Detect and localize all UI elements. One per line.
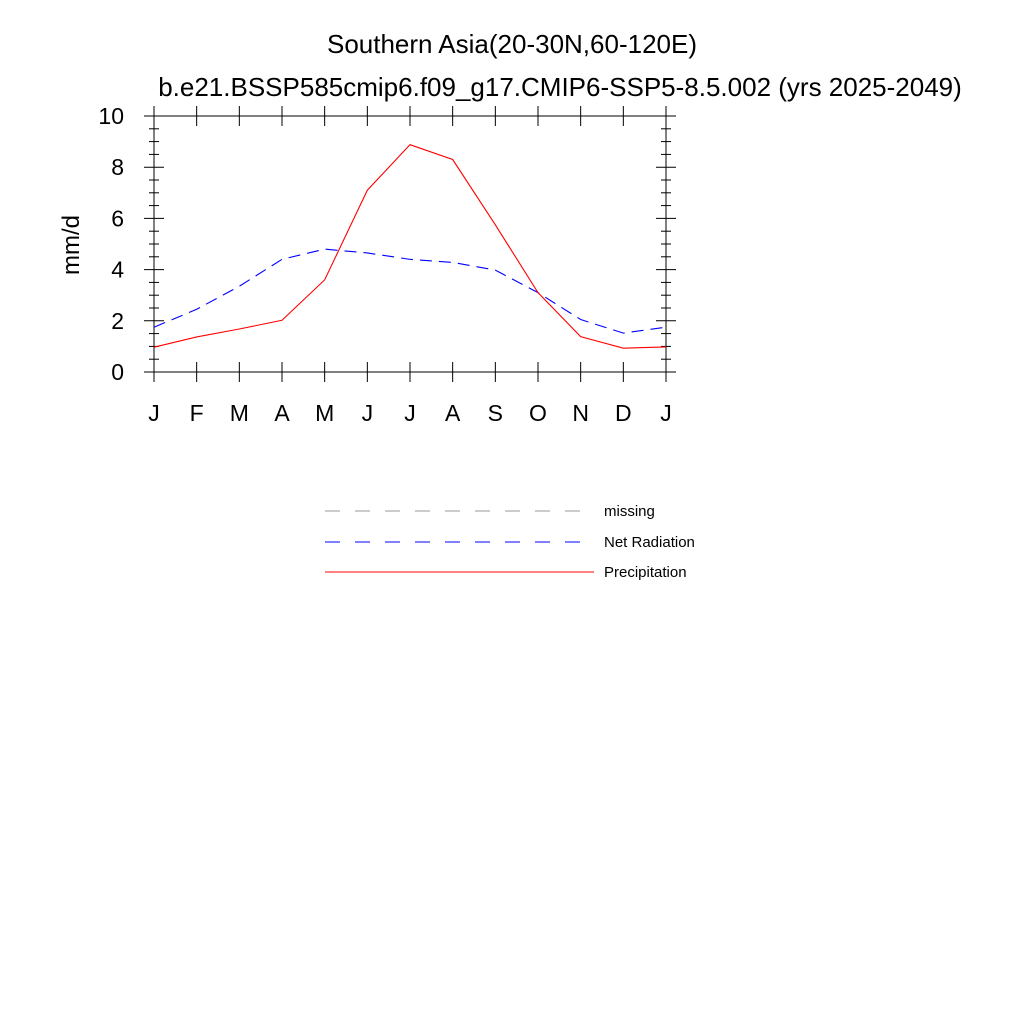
y-tick-label: 2 (111, 308, 124, 334)
legend-label-missing: missing (604, 503, 655, 520)
x-tick-label: J (660, 400, 672, 426)
legend-label-net-radiation: Net Radiation (604, 534, 695, 551)
legend: missing Net Radiation Precipitation (325, 503, 695, 581)
x-tick-label: J (362, 400, 374, 426)
chart-title: Southern Asia(20-30N,60-120E) (327, 29, 697, 59)
y-tick-label: 0 (111, 359, 124, 385)
y-tick-label: 8 (111, 154, 124, 180)
x-tick-label: A (445, 400, 461, 426)
series-line-precipitation (153, 144, 667, 349)
x-tick-label: M (315, 400, 334, 426)
chart-subtitle: b.e21.BSSP585cmip6.f09_g17.CMIP6-SSP5-8.… (158, 72, 962, 102)
plot-frame (153, 115, 667, 373)
y-tick-label: 6 (111, 205, 124, 231)
x-tick-label: O (529, 400, 547, 426)
x-tick-label: F (190, 400, 204, 426)
x-tick-label: S (488, 400, 503, 426)
series-lines (153, 144, 667, 349)
y-tick-label: 10 (98, 103, 124, 129)
x-tick-label: J (148, 400, 160, 426)
x-tick-label: J (404, 400, 416, 426)
legend-label-precipitation: Precipitation (604, 564, 687, 581)
y-axis-label: mm/d (58, 215, 85, 275)
x-tick-label: A (274, 400, 290, 426)
x-tick-label: N (572, 400, 589, 426)
series-line-net-radiation (153, 248, 667, 334)
x-tick-label: D (615, 400, 632, 426)
y-tick-labels: 0 2 4 6 8 10 (98, 103, 124, 385)
axis-ticks (144, 106, 676, 382)
y-tick-label: 4 (111, 257, 124, 283)
x-tick-label: M (230, 400, 249, 426)
